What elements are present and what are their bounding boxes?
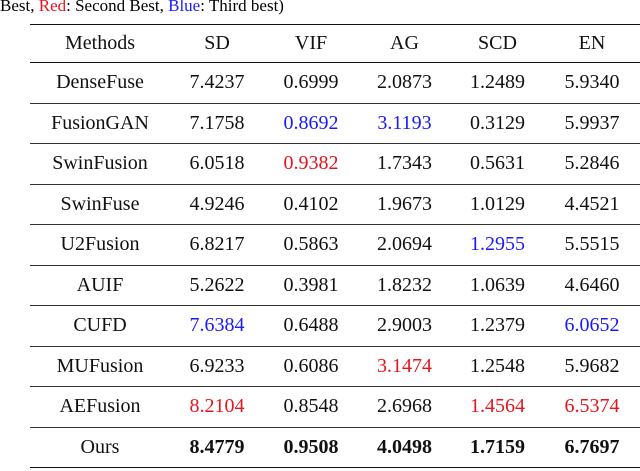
column-header: EN (544, 24, 640, 63)
metric-value: 1.2489 (451, 62, 544, 103)
metric-value: 5.9937 (544, 102, 640, 144)
metric-value: 0.3981 (264, 264, 358, 306)
metric-value: 6.0518 (170, 143, 264, 184)
caption: Best, Red: Second Best, Blue: Third best… (0, 0, 284, 16)
metric-value: 1.2548 (451, 345, 544, 387)
metric-value: 2.6968 (358, 386, 451, 427)
metric-value: 0.6086 (264, 345, 358, 387)
metric-value: 8.4779 (170, 426, 264, 468)
metric-value: 1.8232 (358, 264, 451, 306)
method-name: MUFusion (30, 345, 170, 387)
caption-part: Blue (168, 0, 201, 15)
metric-value: 0.8692 (264, 102, 358, 144)
metric-value: 5.5515 (544, 224, 640, 265)
table-row: SwinFuse 4.9246 0.4102 1.9673 1.0129 4.4521 (30, 183, 640, 225)
metric-value: 1.2379 (451, 305, 544, 346)
header-row: Methods SD VIF AG SCD EN (30, 24, 640, 63)
metric-value: 0.9382 (264, 143, 358, 184)
metric-value: 1.0639 (451, 264, 544, 306)
column-header: VIF (264, 24, 358, 63)
metric-value: 5.9682 (544, 345, 640, 387)
metric-value: 1.0129 (451, 183, 544, 225)
metric-value: 1.2955 (451, 224, 544, 265)
table-row: U2Fusion 6.8217 0.5863 2.0694 1.2955 5.5515 (30, 224, 640, 265)
metric-value: 6.8217 (170, 224, 264, 265)
table-row: CUFD 7.6384 0.6488 2.9003 1.2379 6.0652 (30, 305, 640, 346)
metric-value: 7.4237 (170, 62, 264, 103)
metric-value: 1.7159 (451, 426, 544, 468)
metric-value: 2.0873 (358, 62, 451, 103)
column-header: SCD (451, 24, 544, 63)
metric-value: 0.9508 (264, 426, 358, 468)
metric-value: 1.4564 (451, 386, 544, 427)
metric-value: 5.9340 (544, 62, 640, 103)
method-name: AEFusion (30, 386, 170, 427)
method-name: Ours (30, 426, 170, 468)
method-name: SwinFusion (30, 143, 170, 184)
results-table: Methods SD VIF AG SCD EN DenseFuse 7.4237 0.699… (30, 24, 640, 468)
metric-value: 2.9003 (358, 305, 451, 346)
table-row: DenseFuse 7.4237 0.6999 2.0873 1.2489 5.9340 (30, 62, 640, 103)
method-name: SwinFuse (30, 183, 170, 225)
table-row: FusionGAN 7.1758 0.8692 3.1193 0.3129 5.9937 (30, 102, 640, 144)
caption-part: Best, (0, 0, 39, 15)
table-row: AUIF 5.2622 0.3981 1.8232 1.0639 4.6460 (30, 264, 640, 306)
column-header: Methods (30, 24, 170, 63)
metric-value: 0.6488 (264, 305, 358, 346)
metric-value: 3.1474 (358, 345, 451, 387)
caption-part: : Third best) (200, 0, 284, 15)
table-row: SwinFusion 6.0518 0.9382 1.7343 0.5631 5.2846 (30, 143, 640, 184)
method-name: CUFD (30, 305, 170, 346)
metric-value: 0.4102 (264, 183, 358, 225)
metric-value: 6.9233 (170, 345, 264, 387)
metric-value: 4.0498 (358, 426, 451, 468)
metric-value: 2.0694 (358, 224, 451, 265)
metric-value: 7.6384 (170, 305, 264, 346)
metric-value: 0.5863 (264, 224, 358, 265)
caption-part: Red (38, 0, 67, 15)
metric-value: 1.7343 (358, 143, 451, 184)
method-name: U2Fusion (30, 224, 170, 265)
method-name: AUIF (30, 264, 170, 306)
metric-value: 0.6999 (264, 62, 358, 103)
metric-value: 5.2622 (170, 264, 264, 306)
table-row: AEFusion 8.2104 0.8548 2.6968 1.4564 6.5374 (30, 386, 640, 427)
metric-value: 6.0652 (544, 305, 640, 346)
column-header: SD (170, 24, 264, 63)
metric-value: 7.1758 (170, 102, 264, 144)
metric-value: 4.6460 (544, 264, 640, 306)
metric-value: 6.7697 (544, 426, 640, 468)
method-name: FusionGAN (30, 102, 170, 144)
table-row: MUFusion 6.9233 0.6086 3.1474 1.2548 5.9682 (30, 345, 640, 387)
metric-value: 4.9246 (170, 183, 264, 225)
metric-value: 3.1193 (358, 102, 451, 144)
column-header: AG (358, 24, 451, 63)
method-name: DenseFuse (30, 62, 170, 103)
metric-value: 8.2104 (170, 386, 264, 427)
metric-value: 1.9673 (358, 183, 451, 225)
metric-value: 0.8548 (264, 386, 358, 427)
table-body: DenseFuse 7.4237 0.6999 2.0873 1.2489 5.9340 F… (30, 62, 640, 468)
metric-value: 4.4521 (544, 183, 640, 225)
metric-value: 0.5631 (451, 143, 544, 184)
metric-value: 6.5374 (544, 386, 640, 427)
metric-value: 0.3129 (451, 102, 544, 144)
table-row: Ours 8.4779 0.9508 4.0498 1.7159 6.7697 (30, 426, 640, 468)
metric-value: 5.2846 (544, 143, 640, 184)
caption-part: : Second Best, (66, 0, 169, 15)
